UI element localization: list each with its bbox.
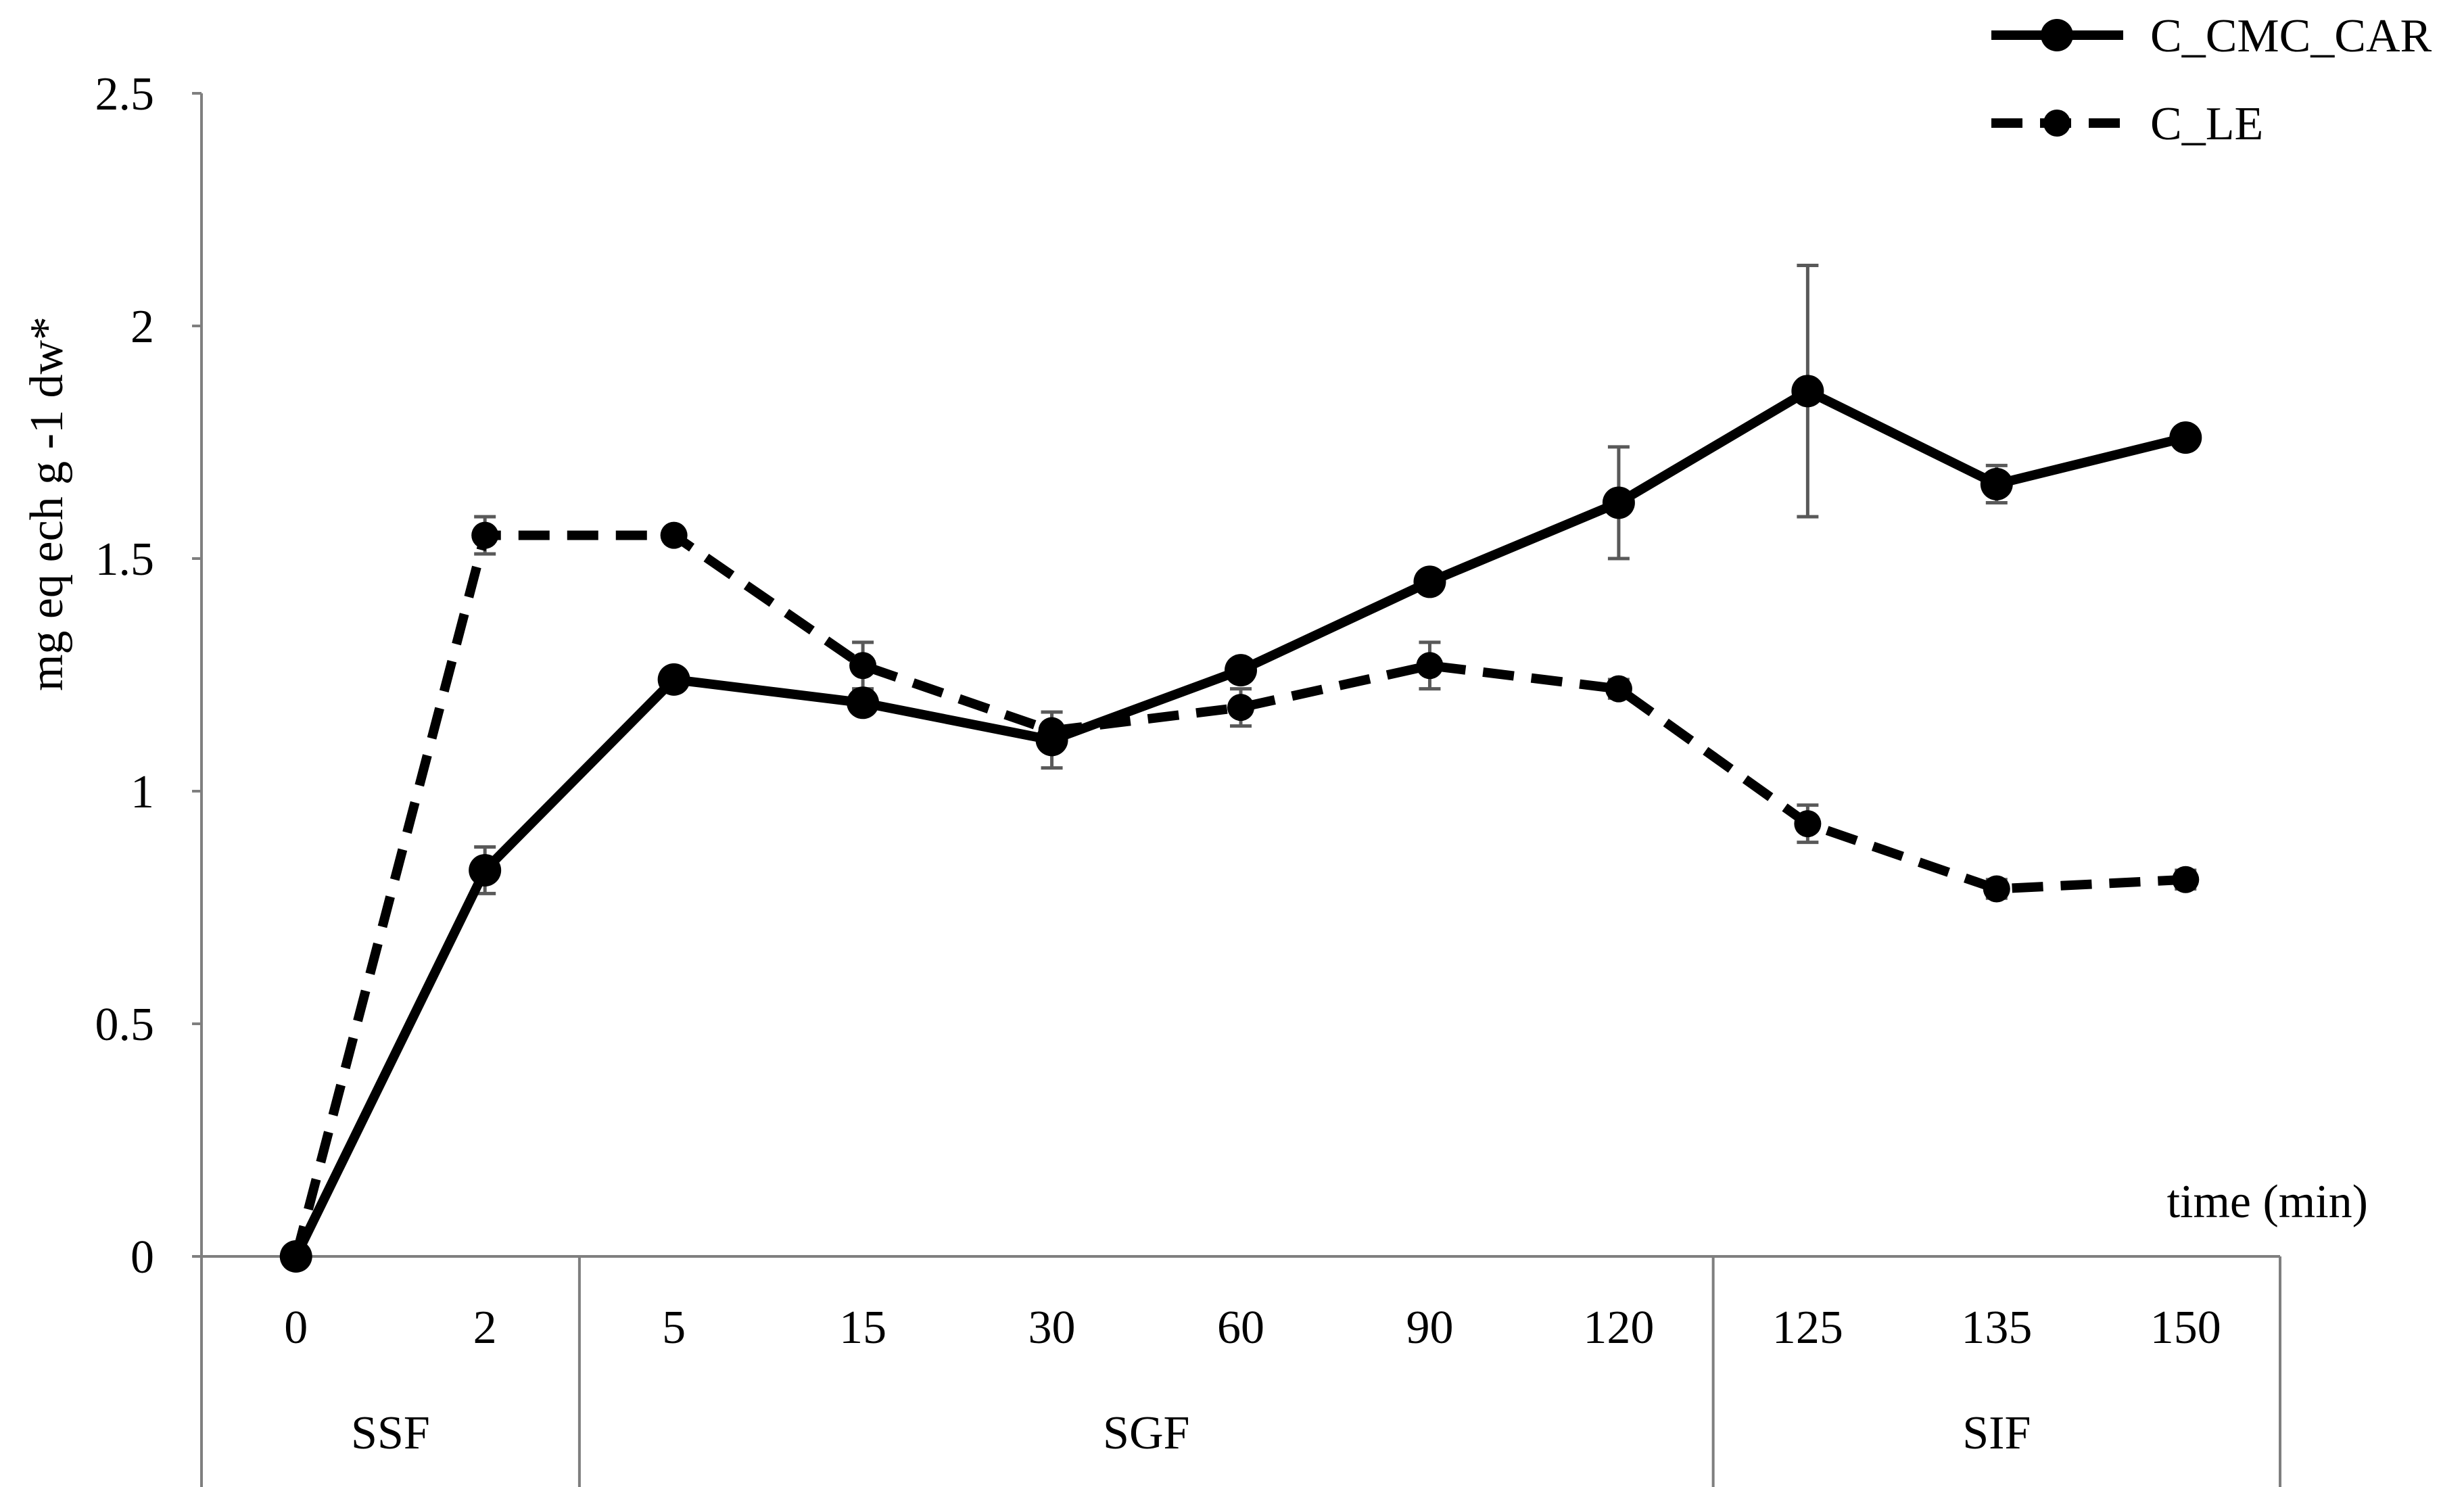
y-tick-labels: 0 0.5 1 1.5 2 2.5 <box>95 68 155 1283</box>
x-axis-title: time (min) <box>2167 1176 2368 1228</box>
x-tick-label: 5 <box>662 1302 686 1354</box>
y-tick-label: 1 <box>131 766 154 818</box>
legend-item: C_LE <box>1991 98 2263 150</box>
phase-label: SSF <box>351 1407 430 1459</box>
x-tick-label: 0 <box>284 1302 308 1354</box>
data-point <box>1035 724 1068 757</box>
x-tick-labels: 0 2 5 15 30 60 90 120 125 135 150 <box>284 1302 2221 1354</box>
data-point <box>1794 810 1822 838</box>
x-tick-label: 90 <box>1406 1302 1453 1354</box>
data-point <box>1602 486 1635 519</box>
y-tick-label: 0 <box>131 1231 154 1283</box>
data-point <box>2169 421 2202 454</box>
x-tick-label: 125 <box>1772 1302 1843 1354</box>
legend-marker <box>2041 19 2073 51</box>
y-axis-title: mg eq ech g -1 dw* <box>21 316 73 691</box>
legend: C_CMC_CAR C_LE <box>1991 10 2432 150</box>
x-tick-label: 135 <box>1961 1302 2032 1354</box>
series-line <box>291 386 2187 1259</box>
data-point <box>1791 375 1824 408</box>
data-point <box>1413 565 1446 598</box>
y-tick-label: 0.5 <box>95 999 155 1051</box>
y-tick-label: 1.5 <box>95 534 155 586</box>
data-point <box>471 521 499 549</box>
legend-label: C_CMC_CAR <box>2150 10 2432 62</box>
y-tick-label: 2 <box>131 301 154 353</box>
x-tick-label: 60 <box>1217 1302 1264 1354</box>
legend-item: C_CMC_CAR <box>1991 10 2432 62</box>
data-point <box>1225 654 1257 687</box>
data-point <box>1416 652 1444 680</box>
legend-label: C_LE <box>2150 98 2263 150</box>
x-tick-label: 150 <box>2150 1302 2221 1354</box>
phase-label: SGF <box>1103 1407 1189 1459</box>
data-point <box>847 686 880 719</box>
data-point <box>657 663 690 696</box>
data-point <box>1227 694 1254 722</box>
data-point <box>660 521 688 549</box>
series-c-le <box>282 521 2200 1270</box>
data-point <box>1983 875 2010 903</box>
x-tick-label: 30 <box>1028 1302 1076 1354</box>
data-point <box>2172 866 2200 893</box>
data-point <box>279 1240 312 1273</box>
error-bars <box>474 264 2197 900</box>
data-point <box>1980 467 2013 500</box>
series-line <box>291 530 2186 1258</box>
data-point <box>469 853 502 887</box>
x-tick-label: 120 <box>1583 1302 1654 1354</box>
phase-labels: SSF SGF SIF <box>351 1407 2031 1459</box>
axes <box>192 92 2281 1487</box>
series-c-cmc-car <box>279 375 2202 1273</box>
data-point <box>1605 675 1632 703</box>
legend-marker <box>2043 110 2070 137</box>
phase-label: SIF <box>1962 1407 2031 1459</box>
y-tick-label: 2.5 <box>95 68 155 120</box>
series-lines <box>279 375 2202 1273</box>
x-tick-label: 2 <box>473 1302 497 1354</box>
data-point <box>849 652 877 680</box>
x-tick-label: 15 <box>839 1302 886 1354</box>
